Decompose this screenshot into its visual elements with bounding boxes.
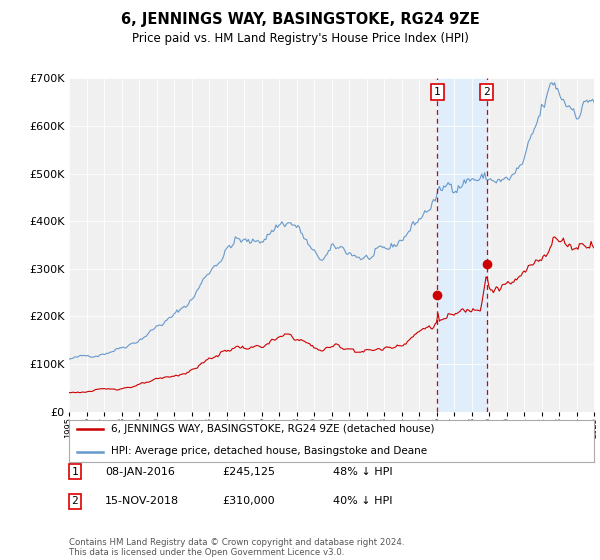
- Text: £310,000: £310,000: [222, 496, 275, 506]
- Text: 40% ↓ HPI: 40% ↓ HPI: [333, 496, 392, 506]
- Text: 2: 2: [71, 496, 79, 506]
- Text: 2: 2: [484, 87, 490, 97]
- Bar: [437, 78, 487, 412]
- Text: Price paid vs. HM Land Registry's House Price Index (HPI): Price paid vs. HM Land Registry's House …: [131, 32, 469, 45]
- Text: 1: 1: [434, 87, 440, 97]
- Text: 15-NOV-2018: 15-NOV-2018: [105, 496, 179, 506]
- Text: Contains HM Land Registry data © Crown copyright and database right 2024.
This d: Contains HM Land Registry data © Crown c…: [69, 538, 404, 557]
- Text: 48% ↓ HPI: 48% ↓ HPI: [333, 466, 392, 477]
- Text: 1: 1: [71, 466, 79, 477]
- Text: 08-JAN-2016: 08-JAN-2016: [105, 466, 175, 477]
- Text: £245,125: £245,125: [222, 466, 275, 477]
- Text: 6, JENNINGS WAY, BASINGSTOKE, RG24 9ZE (detached house): 6, JENNINGS WAY, BASINGSTOKE, RG24 9ZE (…: [111, 424, 434, 434]
- Text: HPI: Average price, detached house, Basingstoke and Deane: HPI: Average price, detached house, Basi…: [111, 446, 427, 456]
- Text: 6, JENNINGS WAY, BASINGSTOKE, RG24 9ZE: 6, JENNINGS WAY, BASINGSTOKE, RG24 9ZE: [121, 12, 479, 27]
